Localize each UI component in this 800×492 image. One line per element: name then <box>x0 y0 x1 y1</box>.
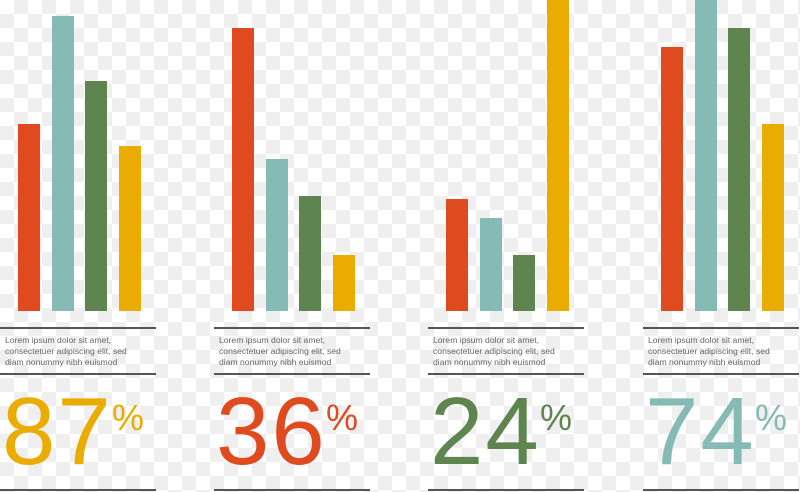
description-line: diam nonummy nibh euismod <box>433 357 546 367</box>
bar-4-2 <box>695 0 717 311</box>
description-text: Lorem ipsum dolor sit amet, consectetuer … <box>219 335 369 368</box>
bar-1-3 <box>85 80 107 311</box>
bar-2-4 <box>333 255 355 311</box>
description-text: Lorem ipsum dolor sit amet, consectetuer … <box>5 335 155 368</box>
divider-line <box>0 327 156 329</box>
percent-value: 87 <box>2 378 113 485</box>
description-line: consectetuer adipiscing elit, sed <box>5 346 127 356</box>
bar-3-3 <box>513 255 535 311</box>
description-line: consectetuer adipiscing elit, sed <box>433 346 555 356</box>
percent-value: 24 <box>430 378 541 485</box>
description-line: diam nonummy nibh euismod <box>219 357 332 367</box>
description-line: Lorem ipsum dolor sit amet, <box>648 335 755 345</box>
description-line: Lorem ipsum dolor sit amet, <box>219 335 326 345</box>
divider-line <box>214 327 370 329</box>
bar-1-2 <box>52 15 74 311</box>
divider-line <box>214 373 370 375</box>
percent-sign: % <box>112 397 145 438</box>
divider-line <box>643 489 799 491</box>
description-text: Lorem ipsum dolor sit amet, consectetuer … <box>648 335 798 368</box>
bar-2-3 <box>299 195 321 311</box>
percent-sign: % <box>755 397 788 438</box>
description-line: diam nonummy nibh euismod <box>5 357 118 367</box>
description-text: Lorem ipsum dolor sit amet, consectetuer … <box>433 335 583 368</box>
description-line: Lorem ipsum dolor sit amet, <box>5 335 112 345</box>
bar-4-4 <box>762 124 784 311</box>
description-line: diam nonummy nibh euismod <box>648 357 761 367</box>
chart-panel-1: Lorem ipsum dolor sit amet, consectetuer … <box>0 0 156 492</box>
percent-value: 36 <box>216 378 327 485</box>
divider-line <box>643 373 799 375</box>
bar-2-1 <box>232 28 254 311</box>
bar-1-4 <box>119 146 141 311</box>
divider-line <box>428 327 584 329</box>
divider-line <box>428 373 584 375</box>
chart-panel-2: Lorem ipsum dolor sit amet, consectetuer … <box>214 0 370 492</box>
divider-line <box>0 489 156 491</box>
percent-sign: % <box>326 397 359 438</box>
description-line: consectetuer adipiscing elit, sed <box>648 346 770 356</box>
percent-sign: % <box>540 397 573 438</box>
divider-line <box>214 489 370 491</box>
divider-line <box>643 327 799 329</box>
percent-value: 74 <box>645 378 756 485</box>
divider-line <box>428 489 584 491</box>
bar-1-1 <box>18 124 40 311</box>
bar-4-1 <box>661 46 683 311</box>
bar-2-2 <box>266 158 288 311</box>
description-line: consectetuer adipiscing elit, sed <box>219 346 341 356</box>
bar-3-4 <box>547 0 569 311</box>
chart-panel-4: Lorem ipsum dolor sit amet, consectetuer … <box>643 0 799 492</box>
chart-panel-3: Lorem ipsum dolor sit amet, consectetuer … <box>428 0 584 492</box>
divider-line <box>0 373 156 375</box>
bar-3-2 <box>480 217 502 311</box>
description-line: Lorem ipsum dolor sit amet, <box>433 335 540 345</box>
bar-3-1 <box>446 199 468 311</box>
bar-4-3 <box>728 28 750 311</box>
